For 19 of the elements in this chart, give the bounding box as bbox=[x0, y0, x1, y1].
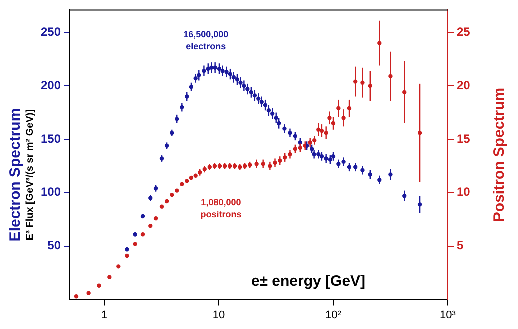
x-tick-label: 10² bbox=[326, 309, 342, 322]
y2-tick-label: 25 bbox=[457, 24, 471, 39]
y2-tick-label: 10 bbox=[457, 185, 471, 200]
y-tick-label: 100 bbox=[40, 185, 62, 200]
y-tick-label: 150 bbox=[40, 132, 62, 146]
y-tick-label: 250 bbox=[40, 24, 62, 39]
x-tick-label: 10 bbox=[212, 309, 226, 322]
x-axis-title: e± energy [GeV] bbox=[251, 272, 366, 290]
y-axis-title: Electron Spectrum E³ Flux [GeV³/(s sr m² GeV)] bbox=[7, 108, 36, 242]
x-tick-label: 1 bbox=[101, 309, 108, 322]
y-tick-label: 50 bbox=[48, 238, 62, 253]
y2-tick-label: 15 bbox=[457, 132, 471, 146]
annotation: 16,500,000 electrons bbox=[184, 29, 229, 52]
x-tick-label: 10³ bbox=[440, 309, 456, 322]
y-tick-label: 200 bbox=[40, 78, 62, 92]
annotation: 1,080,000 positrons bbox=[200, 197, 242, 220]
y2-tick-label: 20 bbox=[457, 78, 471, 92]
y2-tick-label: 5 bbox=[457, 238, 464, 253]
y2-axis-title: Positron Spectrum bbox=[491, 88, 508, 222]
